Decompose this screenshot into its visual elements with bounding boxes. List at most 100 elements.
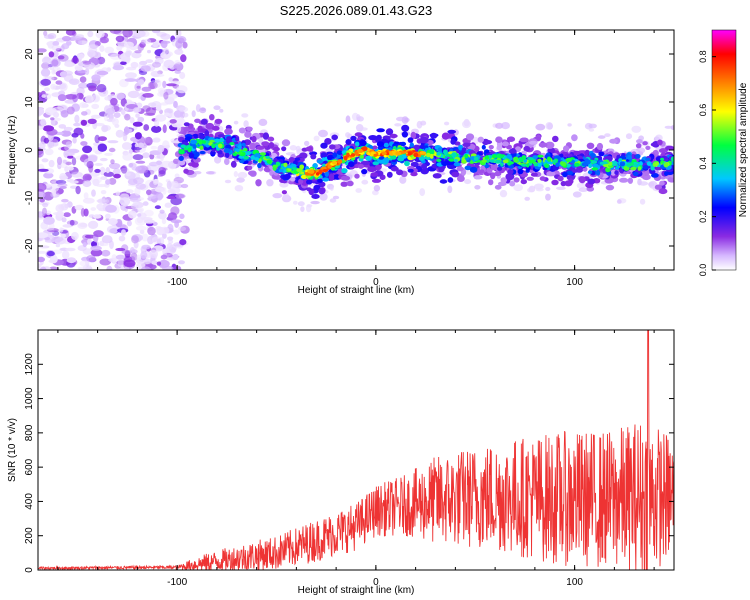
heatmap-cell	[93, 230, 104, 238]
heatmap-cell	[429, 153, 434, 159]
heatmap-cell	[451, 171, 460, 178]
heatmap-cell	[38, 182, 47, 192]
snr-ytick-label: 600	[24, 458, 35, 475]
heatmap-cell	[179, 71, 186, 80]
heatmap-cell	[341, 168, 348, 174]
heatmap-cell	[57, 94, 67, 102]
heatmap-cell	[576, 165, 584, 171]
heatmap-cell	[267, 136, 275, 142]
heatmap-cell	[170, 219, 182, 224]
heatmap-cell	[483, 140, 493, 145]
heatmap-cell	[108, 177, 117, 185]
heatmap-cell	[77, 222, 88, 229]
heatmap-cell	[94, 168, 101, 173]
heatmap-cell	[589, 153, 596, 158]
heatmap-cell	[539, 176, 546, 181]
heatmap-cell	[106, 265, 113, 270]
heatmap-cell	[55, 204, 65, 213]
heatmap-cell	[191, 110, 196, 118]
heatmap-cell	[420, 167, 430, 175]
heatmap-cell	[180, 144, 186, 148]
heatmap-cell	[38, 232, 49, 239]
heatmap-cell	[346, 180, 354, 187]
heatmap-cell	[356, 116, 364, 122]
heatmap-cell	[132, 121, 143, 127]
heatmap-cell	[601, 161, 608, 165]
heatmap-cell	[557, 175, 564, 182]
heatmap-cell	[75, 34, 84, 39]
heatmap-cell	[249, 142, 256, 150]
heatmap-cell	[453, 162, 461, 167]
heatmap-cell	[62, 224, 73, 228]
heatmap-cell	[126, 220, 132, 227]
heatmap-cell	[571, 134, 578, 142]
heatmap-cell	[376, 128, 385, 133]
heatmap-cell	[587, 178, 596, 185]
heatmap-cell	[304, 140, 310, 146]
heatmap-cell	[281, 139, 291, 147]
heatmap-cell	[168, 77, 174, 82]
heatmap-cell	[322, 169, 328, 172]
heatmap-cell	[234, 137, 240, 142]
heatmap-cell	[171, 123, 181, 128]
heatmap-cell	[329, 185, 334, 191]
heatmap-cell	[98, 243, 109, 247]
heatmap-cell	[281, 146, 287, 152]
heatmap-cell	[316, 159, 323, 164]
heatmap-cell	[465, 133, 475, 141]
heatmap-cell	[313, 184, 321, 191]
heatmap-cell	[87, 118, 97, 125]
heatmap-cell	[63, 149, 69, 158]
heatmap-cell	[160, 40, 168, 49]
heatmap-cell	[50, 117, 55, 121]
heatmap-cell	[154, 187, 166, 193]
heatmap-cell	[131, 51, 142, 59]
heatmap-cell	[170, 206, 180, 216]
heatmap-cell	[255, 179, 262, 187]
heatmap-cell	[359, 140, 367, 146]
heatmap-cell	[385, 128, 394, 136]
heatmap-cell	[158, 166, 167, 175]
heatmap-cell	[502, 159, 509, 164]
heatmap-cell	[451, 152, 457, 158]
heatmap-cell	[38, 168, 49, 172]
heatmap-cell	[258, 136, 264, 144]
heatmap-cell	[61, 198, 69, 203]
heatmap-cell	[178, 106, 189, 113]
heatmap-cell	[124, 266, 130, 270]
heatmap-cell	[635, 154, 641, 159]
heatmap-cell	[295, 145, 301, 152]
heatmap-cell	[199, 145, 204, 150]
heatmap-cell	[436, 151, 441, 156]
heatmap-cell	[223, 148, 231, 154]
heatmap-cell	[124, 113, 131, 121]
figure-title: S225.2026.089.01.43.G23	[280, 3, 433, 18]
heatmap-cell	[48, 51, 55, 58]
heatmap-cell	[44, 87, 50, 92]
heatmap-cell	[40, 266, 47, 270]
heatmap-cell	[137, 79, 145, 85]
heatmap-cell	[135, 113, 140, 118]
heatmap-cell	[51, 69, 56, 75]
heatmap-cell	[88, 85, 97, 92]
heatmap-cell	[443, 149, 448, 155]
heatmap-cell	[50, 83, 57, 90]
heatmap-cell	[163, 91, 169, 100]
heatmap-cell	[340, 181, 348, 187]
heatmap-cell	[80, 208, 86, 217]
heatmap-cell	[90, 249, 103, 257]
heatmap-cell	[177, 37, 185, 44]
heatmap-cell	[526, 176, 534, 181]
heatmap-cell	[173, 158, 179, 164]
heatmap-cell	[318, 169, 323, 175]
heatmap-cell	[173, 100, 178, 109]
heatmap-cell	[281, 190, 287, 195]
heatmap-cell	[560, 161, 567, 167]
heatmap-cell	[142, 93, 154, 98]
heatmap-cell	[484, 155, 490, 160]
heatmap-cell	[147, 49, 151, 54]
heatmap-cell	[419, 136, 429, 144]
heatmap-cell	[113, 112, 121, 118]
heatmap-cell	[519, 137, 529, 143]
